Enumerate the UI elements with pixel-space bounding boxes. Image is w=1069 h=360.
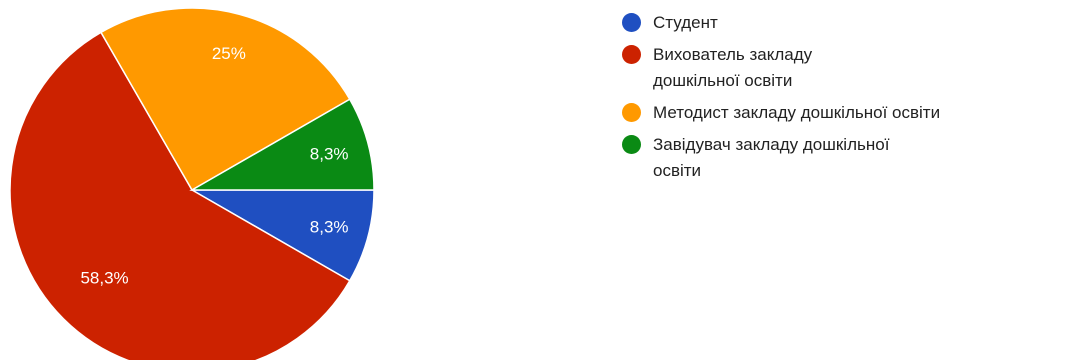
pie-chart-svg: 8,3% 58,3% 25% 8,3%: [9, 7, 375, 360]
legend-item-methodologist[interactable]: Методист закладу дошкільної освіти: [622, 100, 1062, 126]
pie-slice-label: 8,3%: [310, 144, 349, 163]
legend-swatch-icon: [622, 135, 641, 154]
pie-slice-labels: 8,3% 58,3% 25% 8,3%: [80, 44, 348, 288]
legend: Студент Вихователь закладу дошкільної ос…: [622, 10, 1062, 190]
legend-swatch-icon: [622, 45, 641, 64]
legend-label: Студент: [653, 13, 718, 32]
pie-slice[interactable]: [189, 189, 375, 282]
pie-slice[interactable]: [99, 7, 351, 192]
pie-slice-label: 58,3%: [80, 269, 128, 288]
pie-slice-label: 25%: [212, 44, 246, 63]
legend-item-student[interactable]: Студент: [622, 10, 1062, 36]
legend-item-head[interactable]: Завідувач закладу дошкільної освіти: [622, 132, 1062, 184]
pie-slice-label: 8,3%: [310, 218, 349, 237]
legend-swatch-icon: [622, 13, 641, 32]
pie-slices: [9, 7, 375, 360]
pie-slice[interactable]: [9, 31, 351, 360]
legend-label: Вихователь закладу дошкільної освіти: [653, 45, 813, 90]
legend-label: Завідувач закладу дошкільної освіти: [653, 135, 890, 180]
legend-item-educator[interactable]: Вихователь закладу дошкільної освіти: [622, 42, 1062, 94]
legend-label: Методист закладу дошкільної освіти: [653, 103, 941, 122]
legend-swatch-icon: [622, 103, 641, 122]
pie-slice[interactable]: [189, 98, 375, 191]
